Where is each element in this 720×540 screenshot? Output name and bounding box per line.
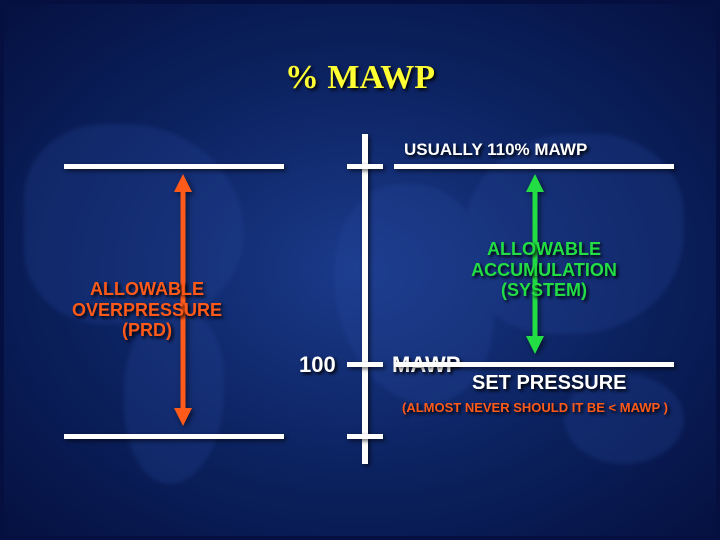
left-top-line	[64, 164, 284, 169]
right-label: ALLOWABLE ACCUMULATION (SYSTEM)	[444, 239, 644, 301]
left-label: ALLOWABLE OVERPRESSURE (PRD)	[52, 279, 242, 341]
footnote-label: (ALMOST NEVER SHOULD IT BE < MAWP )	[402, 400, 668, 415]
vertical-axis	[362, 134, 368, 464]
axis-tick-bottom	[347, 434, 383, 439]
right-top-label: USUALLY 110% MAWP	[404, 140, 587, 160]
left-label-l3: (PRD)	[122, 320, 172, 340]
mawp-value: 100	[299, 352, 336, 378]
diagram-title: % MAWP	[4, 59, 716, 97]
right-label-l2: ACCUMULATION	[471, 260, 617, 280]
left-label-l1: ALLOWABLE	[90, 279, 204, 299]
left-label-l2: OVERPRESSURE	[72, 300, 222, 320]
left-bottom-line	[64, 434, 284, 439]
right-bottom-line	[394, 362, 674, 367]
right-top-line	[394, 164, 674, 169]
set-pressure-label: SET PRESSURE	[472, 372, 626, 395]
right-label-l3: (SYSTEM)	[501, 280, 587, 300]
axis-tick-top	[347, 164, 383, 169]
axis-tick-mawp	[347, 362, 383, 367]
right-label-l1: ALLOWABLE	[487, 239, 601, 259]
